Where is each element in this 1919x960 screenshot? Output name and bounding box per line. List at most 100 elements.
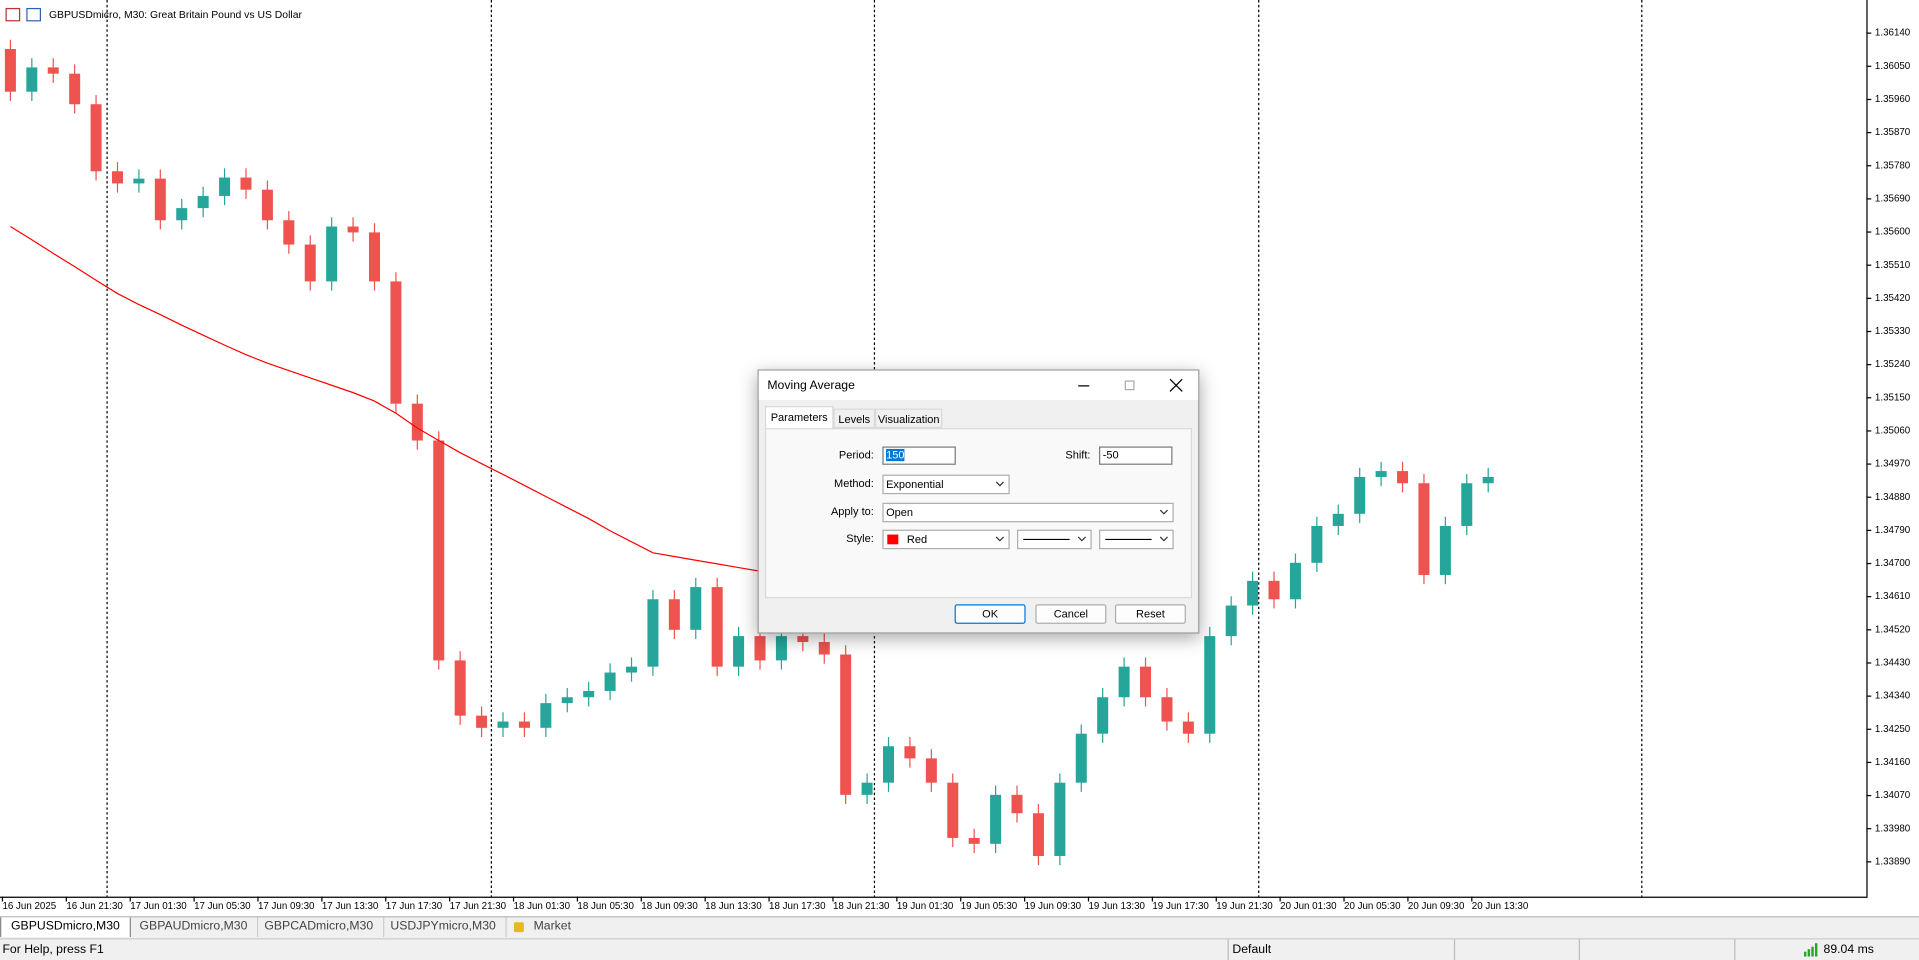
x-tick-label: 20 Jun 01:30 [1280, 901, 1337, 912]
label: Style: [846, 532, 874, 545]
period-value: 150 [886, 448, 905, 462]
label: Period: [838, 448, 874, 462]
candle-body [1140, 666, 1152, 698]
dialog-tab[interactable]: Parameters [764, 406, 834, 430]
tab[interactable]: GBPUSDmicro,M30 [0, 917, 131, 937]
candle-body [904, 746, 916, 759]
x-tick-label: 18 Jun 01:30 [514, 901, 571, 912]
candle-body [454, 660, 466, 716]
y-tick-label: 1.34790 [1875, 525, 1911, 536]
x-tick-label: 20 Jun 09:30 [1408, 901, 1465, 912]
candle-body [690, 587, 702, 630]
candle-body [540, 703, 552, 728]
candle-body [1225, 605, 1237, 637]
cancel-button[interactable]: Cancel [1035, 604, 1107, 624]
x-tick-label: 20 Jun 05:30 [1344, 901, 1401, 912]
candle-body [1097, 697, 1109, 734]
candle-body [1182, 721, 1194, 734]
candle-body [154, 178, 166, 221]
moving-average [10, 225, 803, 577]
style-select[interactable]: Red [882, 529, 1010, 550]
candle-body [1289, 562, 1301, 600]
status-profile: Default [1232, 943, 1272, 957]
x-tick-label: 18 Jun 13:30 [705, 901, 762, 912]
shift-input[interactable]: -50 [1099, 446, 1173, 465]
candle-body [1161, 697, 1173, 722]
x-tick-label: 17 Jun 01:30 [130, 901, 187, 912]
candle-body [283, 220, 295, 245]
x-tick-label: 17 Jun 13:30 [322, 901, 379, 912]
candle-body [840, 654, 852, 795]
candle-body [390, 281, 402, 404]
y-tick-label: 1.35060 [1875, 426, 1911, 437]
candle-body [883, 746, 895, 783]
candle-body [1032, 813, 1044, 856]
line-style-select[interactable] [1017, 529, 1092, 550]
dialog-tab[interactable]: Visualization [875, 408, 943, 429]
tab-bar [0, 916, 1919, 940]
candle-body [90, 104, 102, 172]
candle-body [1418, 483, 1430, 575]
y-tick-label: 1.33980 [1875, 823, 1911, 834]
y-tick-label: 1.36050 [1875, 61, 1911, 72]
y-tick-label: 1.34250 [1875, 724, 1911, 735]
tab[interactable]: USDJPYmicro,M30 [381, 917, 507, 937]
x-tick-label: 19 Jun 05:30 [961, 901, 1018, 912]
y-tick-label: 1.35870 [1875, 127, 1911, 138]
label: Shift: [1065, 448, 1091, 462]
chart-icon [5, 7, 21, 22]
status-ping: 89.04 ms [1823, 943, 1874, 957]
candle-body [304, 244, 316, 282]
candle-body [240, 177, 252, 190]
period-input[interactable]: 150 [882, 446, 956, 465]
candle-body [1397, 471, 1409, 484]
marks [4, 39, 1494, 866]
method-select[interactable]: Exponential [882, 474, 1010, 495]
lock-icon [514, 922, 524, 933]
window-controls[interactable] [1075, 377, 1197, 394]
signal-icon [1803, 943, 1818, 957]
x-tick-label: 18 Jun 17:30 [769, 901, 826, 912]
candle-body [197, 195, 209, 209]
candle-body [1461, 483, 1473, 526]
y-tick-label: 1.34070 [1875, 790, 1911, 801]
y-tick-label: 1.34610 [1875, 591, 1911, 602]
candle-body [647, 599, 659, 667]
y-tick-label: 1.35780 [1875, 160, 1911, 171]
candle-body [754, 636, 766, 661]
x-tick-label: 19 Jun 17:30 [1152, 901, 1209, 912]
y-tick-label: 1.34160 [1875, 757, 1911, 768]
y-tick-label: 1.35510 [1875, 260, 1911, 271]
x-tick-label: 17 Jun 09:30 [258, 901, 315, 912]
y-tick-label: 1.35330 [1875, 326, 1911, 337]
y-tick-label: 1.34970 [1875, 459, 1911, 470]
x-tick-label: 19 Jun 09:30 [1025, 901, 1082, 912]
tab[interactable]: GBPAUDmicro,M30 [130, 917, 259, 937]
candle-body [1354, 476, 1366, 514]
candle-body [1439, 525, 1451, 575]
y-tick-label: 1.35420 [1875, 293, 1911, 304]
ok-button[interactable]: OK [954, 604, 1026, 624]
y-tick-label: 1.35960 [1875, 94, 1911, 105]
candle-body [583, 690, 595, 698]
status-help: For Help, press F1 [2, 943, 104, 957]
dialog-tab[interactable]: Levels [833, 408, 876, 429]
tab[interactable]: Market [533, 919, 572, 934]
label: Method: [834, 477, 874, 490]
candle-body [411, 403, 423, 441]
candle-body [1054, 782, 1066, 856]
candle-body [861, 782, 873, 795]
x-tick-label: 20 Jun 13:30 [1472, 901, 1529, 912]
apply-select[interactable]: Open [882, 502, 1174, 523]
x-tick-label: 18 Jun 21:30 [833, 901, 890, 912]
candle-body [1375, 471, 1387, 477]
reset-button[interactable]: Reset [1114, 604, 1186, 624]
x-tick-label: 19 Jun 01:30 [897, 901, 954, 912]
candle-body [968, 837, 980, 844]
line-width-select[interactable] [1099, 529, 1174, 550]
y-tick-label: 1.34880 [1875, 492, 1911, 503]
tab[interactable]: GBPCADmicro,M30 [255, 917, 385, 937]
y-tick-label: 1.36140 [1875, 28, 1911, 39]
dialog-title: Moving Average [767, 379, 855, 393]
